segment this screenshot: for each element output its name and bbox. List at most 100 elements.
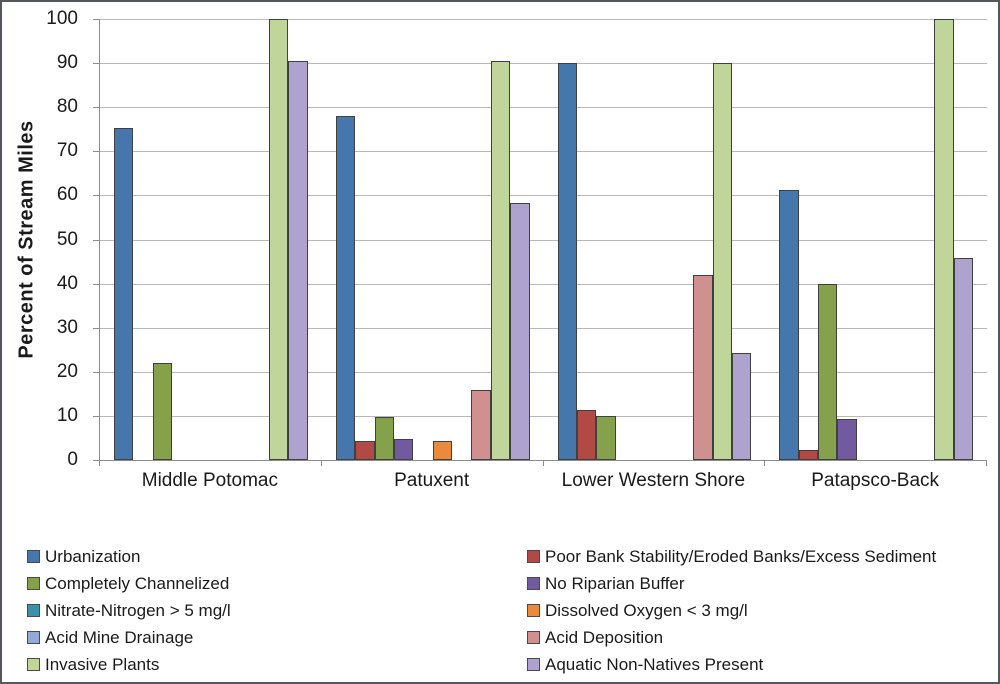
gridline [100,63,987,65]
x-tick-mark [542,460,544,466]
bar-slot [211,19,230,460]
bar [288,60,308,460]
legend-label: Invasive Plants [45,654,160,674]
bar [114,127,134,460]
bar-slot [915,19,934,460]
bar-slot [490,19,511,460]
bar [934,19,954,460]
bar [557,63,577,460]
legend-label: Completely Channelized [45,573,230,593]
legend-column-right: Poor Bank Stability/Eroded Banks/Excess … [527,543,936,678]
bar-slot [230,19,249,460]
bar-groups [100,19,987,460]
gridline [100,107,987,109]
bar-slot [576,19,597,460]
bar-slot [557,19,577,460]
gridline [100,327,987,329]
bar-slot [837,19,857,460]
y-tick-label: 30 [56,316,78,338]
bar-slot [335,19,356,460]
bar-slot [192,19,211,460]
bar-slot [818,19,838,460]
bar [779,189,799,460]
bar-slot [876,19,895,460]
bar [712,63,732,460]
bar-slot [355,19,375,460]
bar [269,19,289,460]
bar [355,441,375,460]
legend-label: No Riparian Buffer [545,573,685,593]
y-tick-mark [93,19,99,20]
bar-slot [779,19,799,460]
y-tick-label: 100 [46,8,78,29]
y-tick-label: 10 [56,404,78,426]
bar [152,362,173,460]
x-tick-mark [986,460,987,466]
x-tick-mark [764,460,766,466]
y-tick-label: 70 [56,140,78,162]
legend-item: Poor Bank Stability/Eroded Banks/Excess … [527,543,936,570]
y-tick-mark [93,63,99,65]
x-tick-mark [320,460,322,466]
gridline [100,151,987,153]
legend-label: Acid Deposition [545,627,664,647]
legend-swatch-icon [527,604,540,617]
bar-slot [798,19,818,460]
bar-slot [172,19,191,460]
legend-label: Poor Bank Stability/Eroded Banks/Excess … [545,546,937,566]
gridline [100,239,987,241]
bar [432,441,452,460]
bar [576,410,597,460]
legend-swatch-icon [27,631,40,644]
legend-label: Dissolved Oxygen < 3 mg/l [545,600,748,620]
legend-label: Acid Mine Drainage [45,627,194,647]
bar-group [322,19,544,460]
bar-slot [152,19,173,460]
y-tick-mark [93,239,99,241]
y-tick-label: 80 [56,96,78,118]
bar-slot [432,19,452,460]
bar-slot [269,19,289,460]
category-label: Patapsco-Back [811,470,940,491]
legend-swatch-icon [27,550,40,563]
category-label: Lower Western Shore [561,470,746,491]
bar-slot [452,19,471,460]
bar-slot [250,19,269,460]
legend-item: Completely Channelized [27,570,231,597]
y-tick-mark [93,415,99,417]
bar-slot [896,19,915,460]
legend-column-left: Urbanization Completely Channelized Nitrat… [27,543,231,678]
legend-label: Nitrate-Nitrogen > 5 mg/l [45,600,231,620]
legend-swatch-icon [527,631,540,644]
x-tick-mark [99,460,100,466]
bar [510,202,530,460]
bar-slot [114,19,134,460]
bar [393,439,414,460]
bar-slot [133,19,152,460]
gridline [100,195,987,197]
bar-slot [712,19,732,460]
y-tick-mark [93,283,99,285]
legend-item: Invasive Plants [27,651,231,678]
y-tick-mark [93,151,99,153]
bar-group [100,19,322,460]
plot-area [99,19,987,461]
y-tick-label: 40 [56,272,78,294]
bar-slot [693,19,713,460]
y-tick-mark [93,327,99,329]
y-tick-mark [93,460,99,461]
bar-slot [510,19,530,460]
bar [490,60,511,460]
legend-swatch-icon [27,604,40,617]
legend-item: No Riparian Buffer [527,570,936,597]
bar-slot [616,19,635,460]
bar-group [765,19,987,460]
legend-swatch-icon [527,658,540,671]
legend-item: Acid Deposition [527,624,936,651]
legend-item: Urbanization [27,543,231,570]
bar-slot [374,19,394,460]
legend-swatch-icon [527,550,540,563]
bar [837,419,857,460]
legend-item: Aquatic Non-Natives Present [527,651,936,678]
bar [953,258,973,460]
